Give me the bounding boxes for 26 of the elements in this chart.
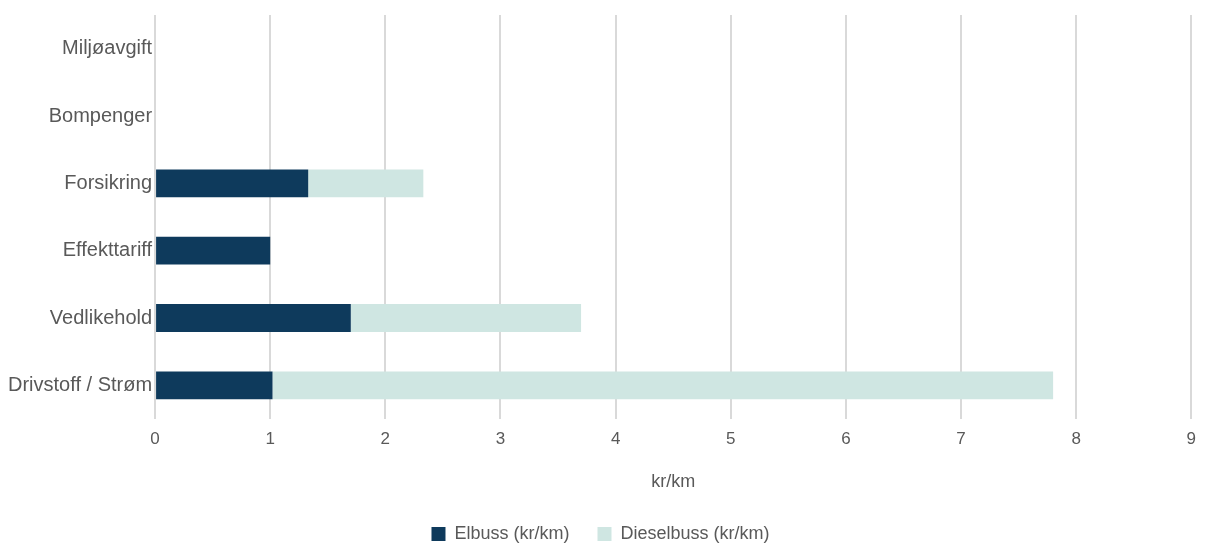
x-tick-label: 8 bbox=[1071, 428, 1081, 448]
x-tick-label: 2 bbox=[380, 428, 391, 448]
x-tick-label: 7 bbox=[956, 428, 966, 448]
bar bbox=[272, 371, 1054, 400]
y-tick-label: Drivstoff / Strøm bbox=[7, 372, 153, 395]
x-tick-label: 4 bbox=[610, 428, 621, 448]
bar bbox=[156, 304, 351, 332]
x-tick-label: 3 bbox=[495, 428, 506, 448]
legend-label: Elbuss (kr/km) bbox=[454, 522, 570, 543]
x-tick-label: 0 bbox=[150, 428, 160, 448]
bar bbox=[156, 371, 273, 400]
y-tick-label: Bompenger bbox=[48, 103, 153, 126]
legend-label: Dieselbuss (kr/km) bbox=[620, 522, 770, 543]
bar bbox=[156, 236, 271, 265]
bar bbox=[308, 169, 424, 198]
y-tick-label: Vedlikehold bbox=[49, 305, 153, 328]
x-axis-title: kr/km bbox=[651, 471, 696, 492]
y-tick-label: Forsikring bbox=[64, 170, 153, 193]
x-tick-label: 5 bbox=[726, 428, 736, 448]
y-tick-label: Miljøavgift bbox=[62, 36, 153, 59]
bar bbox=[156, 169, 309, 198]
x-tick-label: 6 bbox=[841, 428, 851, 448]
x-tick-label: 1 bbox=[265, 428, 275, 448]
y-tick-label: Effekttariff bbox=[62, 238, 153, 261]
bar bbox=[350, 304, 582, 332]
x-tick-label: 9 bbox=[1186, 428, 1197, 448]
